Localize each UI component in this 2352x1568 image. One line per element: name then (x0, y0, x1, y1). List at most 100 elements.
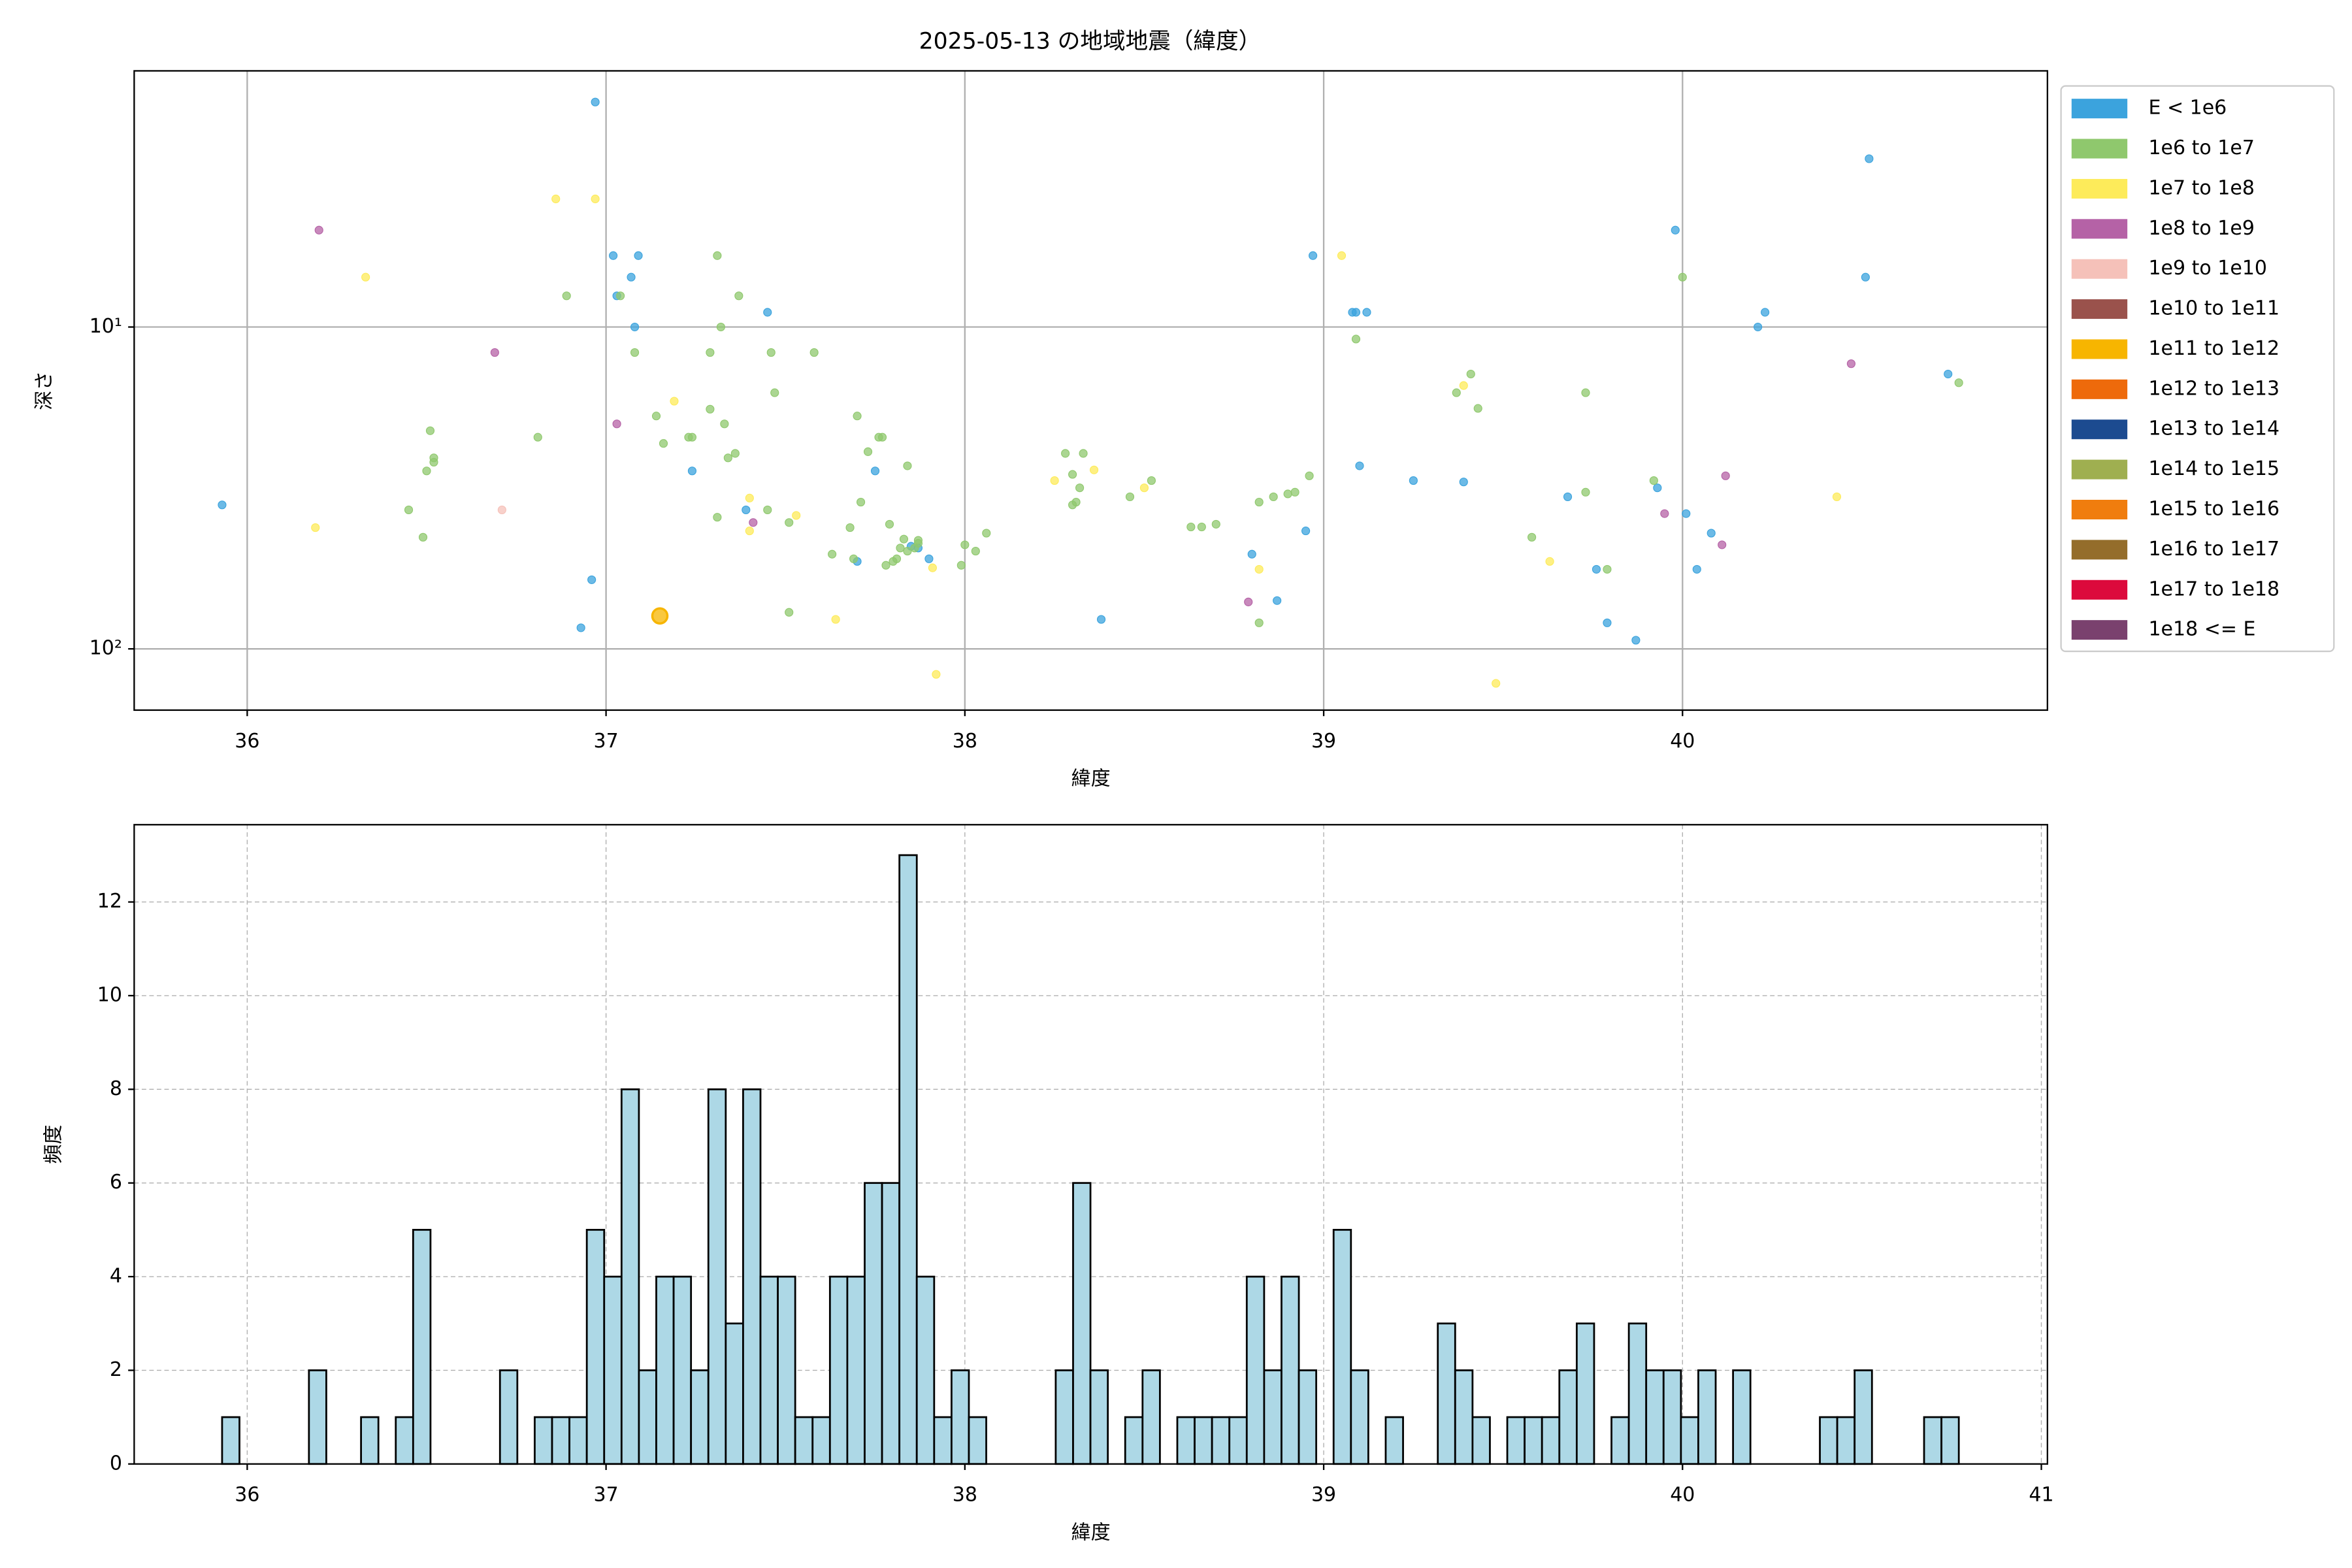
histogram-bar (707, 1088, 727, 1465)
legend-label: E < 1e6 (2148, 97, 2227, 120)
scatter-point (630, 322, 640, 332)
scatter-point (1309, 251, 1318, 260)
scatter-point (1351, 335, 1361, 344)
scatter-point (670, 397, 679, 406)
histogram-bar (881, 1182, 901, 1465)
histogram-bar (1819, 1416, 1838, 1465)
histogram-bar (1072, 1182, 1092, 1465)
legend-swatch (2071, 620, 2128, 640)
scatter-point (763, 308, 772, 317)
scatter-point (687, 466, 697, 476)
scatter-point (785, 518, 794, 527)
histogram-bar (1298, 1369, 1318, 1465)
scatter-point (1197, 522, 1206, 532)
y-axis-label: 深さ (33, 371, 56, 410)
histogram-bar (1680, 1416, 1699, 1465)
scatter-point (1954, 378, 1963, 387)
scatter-point (1846, 359, 1855, 368)
scatter-point (849, 554, 858, 563)
histogram-bar (915, 1275, 936, 1465)
histogram-bar (1697, 1369, 1717, 1465)
histogram-bar (1836, 1416, 1856, 1465)
histogram-bar (898, 854, 918, 1465)
scatter-point (770, 388, 779, 397)
scatter-point (881, 561, 890, 570)
scatter-point (1649, 476, 1658, 485)
scatter-point (892, 554, 902, 563)
legend-frame (2060, 85, 2335, 653)
scatter-point (591, 194, 600, 204)
scatter-point (497, 505, 506, 515)
legend-label: 1e16 to 1e17 (2148, 538, 2279, 561)
scatter-point (551, 194, 561, 204)
scatter-point (1861, 272, 1870, 282)
x-tick-label: 38 (953, 730, 977, 753)
scatter-point (1527, 532, 1537, 542)
scatter-point (1355, 461, 1364, 470)
scatter-point (870, 466, 880, 476)
histogram-bar (1176, 1416, 1196, 1465)
scatter-point (1409, 476, 1418, 485)
scatter-point (828, 549, 837, 559)
histogram-bar (1524, 1416, 1543, 1465)
histogram-bar (1245, 1275, 1266, 1465)
scatter-point (1283, 489, 1292, 498)
scatter-point (1247, 549, 1256, 559)
scatter-point (659, 439, 668, 448)
scatter-point (533, 433, 542, 442)
x-tick-label: 39 (1311, 730, 1336, 753)
scatter-point (956, 561, 966, 570)
legend-label: 1e12 to 1e13 (2148, 377, 2279, 400)
scatter-point (763, 505, 772, 515)
scatter-point (1050, 476, 1059, 485)
scatter-point (1603, 618, 1612, 627)
scatter-point (853, 412, 862, 421)
histogram-bar (620, 1088, 640, 1465)
scatter-point (1125, 492, 1135, 502)
x-tick-label: 40 (1670, 1484, 1695, 1507)
scatter-point (831, 615, 840, 624)
legend-swatch (2071, 299, 2128, 319)
scatter-point (903, 461, 912, 470)
scatter-point (1254, 618, 1264, 627)
scatter-point (422, 466, 431, 476)
histogram-bar (1211, 1416, 1231, 1465)
scatter-point (1459, 478, 1468, 487)
histogram-bar (498, 1369, 519, 1465)
legend-swatch (2071, 540, 2128, 560)
histogram-bar (1732, 1369, 1752, 1465)
scatter-point (687, 433, 697, 442)
histogram-bar (1558, 1369, 1578, 1465)
y-tick-label: 0 (110, 1452, 122, 1475)
scatter-point (1944, 369, 1953, 379)
histogram-bar (1627, 1322, 1648, 1465)
scatter-point (1660, 509, 1669, 518)
scatter-point (361, 272, 370, 282)
histogram-bar (1471, 1416, 1491, 1465)
y-tick-label: 12 (97, 890, 122, 913)
scatter-point (1466, 369, 1475, 379)
y-tick-label: 10 (97, 983, 122, 1006)
scatter-point (1865, 154, 1874, 163)
scatter-point (576, 623, 585, 632)
scatter-point (429, 457, 438, 466)
histogram-bar (1332, 1228, 1352, 1465)
histogram-bar (968, 1416, 987, 1465)
y-tick-label: 4 (110, 1265, 122, 1288)
histogram-bar (1541, 1416, 1561, 1465)
legend-label: 1e10 to 1e11 (2148, 297, 2279, 320)
scatter-point (1305, 471, 1314, 480)
scatter-point (562, 291, 571, 301)
scatter-point (720, 419, 729, 429)
scatter-point (1362, 308, 1371, 317)
scatter-point (785, 608, 794, 617)
legend-label: 1e15 to 1e16 (2148, 498, 2279, 521)
legend: E < 1e6 1e6 to 1e7 1e7 to 1e8 1e8 to 1e9 1e9… (2060, 85, 2335, 653)
scatter-point (1061, 449, 1070, 458)
scatter-point (630, 348, 640, 357)
scatter-point (730, 449, 740, 458)
histogram-bar (672, 1275, 693, 1465)
scatter-point (1832, 492, 1842, 502)
